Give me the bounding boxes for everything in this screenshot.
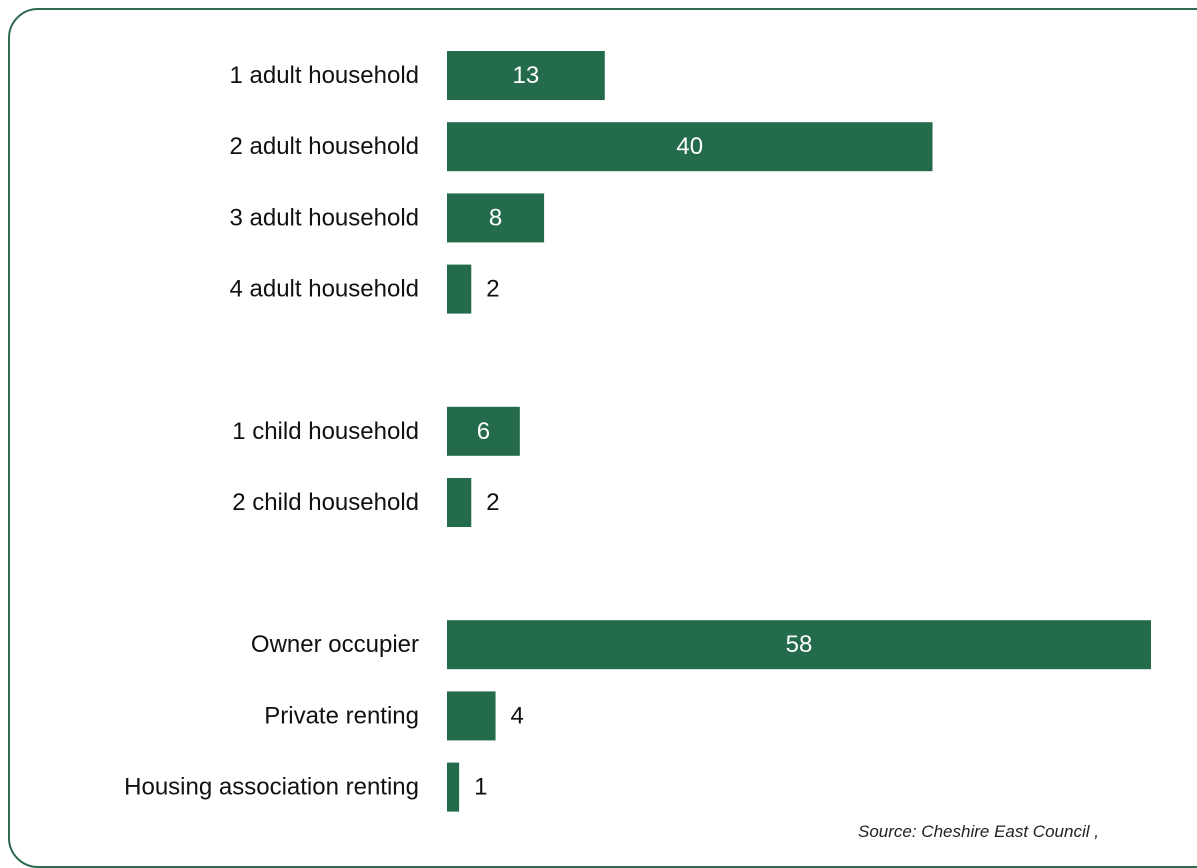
category-label: 2 adult household	[230, 133, 420, 160]
category-label: Private renting	[264, 702, 419, 729]
bar	[447, 762, 460, 812]
category-label: 1 child household	[232, 418, 419, 445]
data-label: 2	[486, 276, 499, 303]
data-label: 40	[676, 133, 703, 160]
bar	[447, 122, 933, 172]
category-label: 3 adult household	[230, 204, 420, 231]
source-note: Source: Cheshire East Council ,	[858, 822, 1099, 841]
data-label: 4	[511, 702, 524, 729]
bar	[447, 691, 496, 741]
data-label: 8	[489, 204, 502, 231]
bar-chart: 1 adult household 13 2 adult household 40 3 …	[124, 51, 1151, 812]
bar	[447, 620, 1151, 670]
category-label: Owner occupier	[251, 631, 419, 658]
bar	[447, 51, 605, 100]
data-label: 1	[474, 774, 487, 801]
data-label: 58	[786, 631, 813, 658]
category-label: 2 child household	[232, 489, 419, 516]
bar	[447, 406, 520, 456]
data-label: 13	[513, 62, 540, 89]
data-label: 6	[477, 418, 490, 445]
bar	[447, 193, 545, 243]
category-label: 4 adult household	[230, 276, 420, 303]
bar	[447, 478, 472, 527]
category-label: 1 adult household	[230, 62, 420, 89]
category-label: Housing association renting	[124, 774, 419, 801]
bar	[447, 264, 472, 314]
data-label: 2	[486, 489, 499, 516]
